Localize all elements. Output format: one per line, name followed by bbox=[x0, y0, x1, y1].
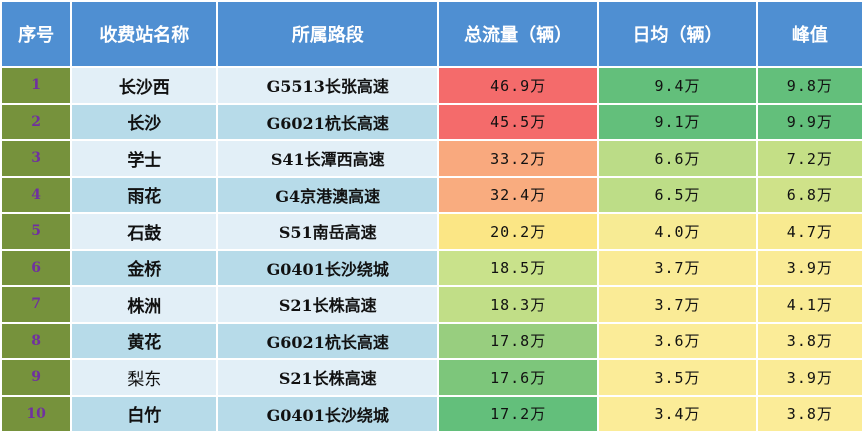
table-row: 8 黄花 G6021杭长高速 17.8万 3.6万 3.8万 bbox=[2, 323, 862, 358]
total-flow: 20.2万 bbox=[438, 214, 598, 249]
road-section: G6021杭长高速 bbox=[218, 323, 437, 358]
table-row: 3 学士 S41长潭西高速 33.2万 6.6万 7.2万 bbox=[2, 141, 862, 176]
peak-value: 7.2万 bbox=[757, 141, 862, 176]
total-flow: 33.2万 bbox=[438, 141, 598, 176]
road-section: S21长株高速 bbox=[218, 360, 437, 395]
daily-average: 3.5万 bbox=[599, 360, 756, 395]
road-section: S51南岳高速 bbox=[218, 214, 437, 249]
peak-value: 3.9万 bbox=[757, 250, 862, 285]
header-row: 序号 收费站名称 所属路段 总流量（辆） 日均（辆） 峰值 bbox=[2, 2, 862, 66]
row-index: 5 bbox=[2, 214, 71, 249]
row-index: 1 bbox=[2, 68, 71, 103]
road-section: S21长株高速 bbox=[218, 287, 437, 322]
total-flow: 18.3万 bbox=[438, 287, 598, 322]
table-body: 1 长沙西 G5513长张高速 46.9万 9.4万 9.8万 2 长沙 G60… bbox=[2, 68, 862, 431]
peak-value: 4.1万 bbox=[757, 287, 862, 322]
peak-value: 4.7万 bbox=[757, 214, 862, 249]
row-index: 6 bbox=[2, 250, 71, 285]
header-road-section: 所属路段 bbox=[218, 2, 437, 66]
daily-average: 3.4万 bbox=[599, 396, 756, 431]
table-row: 2 长沙 G6021杭长高速 45.5万 9.1万 9.9万 bbox=[2, 104, 862, 139]
daily-average: 6.5万 bbox=[599, 177, 756, 212]
header-peak: 峰值 bbox=[757, 2, 862, 66]
peak-value: 3.8万 bbox=[757, 396, 862, 431]
row-index: 3 bbox=[2, 141, 71, 176]
peak-value: 9.8万 bbox=[757, 68, 862, 103]
row-index: 8 bbox=[2, 323, 71, 358]
header-index: 序号 bbox=[2, 2, 71, 66]
peak-value: 3.9万 bbox=[757, 360, 862, 395]
total-flow: 17.2万 bbox=[438, 396, 598, 431]
peak-value: 6.8万 bbox=[757, 177, 862, 212]
total-flow: 32.4万 bbox=[438, 177, 598, 212]
station-name: 长沙西 bbox=[72, 68, 217, 103]
row-index: 4 bbox=[2, 177, 71, 212]
station-name: 白竹 bbox=[72, 396, 217, 431]
daily-average: 9.1万 bbox=[599, 104, 756, 139]
road-section: G5513长张高速 bbox=[218, 68, 437, 103]
row-index: 10 bbox=[2, 396, 71, 431]
table-row: 10 白竹 G0401长沙绕城 17.2万 3.4万 3.8万 bbox=[2, 396, 862, 431]
daily-average: 6.6万 bbox=[599, 141, 756, 176]
road-section: G0401长沙绕城 bbox=[218, 250, 437, 285]
table-row: 7 株洲 S21长株高速 18.3万 3.7万 4.1万 bbox=[2, 287, 862, 322]
table-row: 6 金桥 G0401长沙绕城 18.5万 3.7万 3.9万 bbox=[2, 250, 862, 285]
row-index: 7 bbox=[2, 287, 71, 322]
road-section: G0401长沙绕城 bbox=[218, 396, 437, 431]
header-station-name: 收费站名称 bbox=[72, 2, 217, 66]
row-index: 2 bbox=[2, 104, 71, 139]
station-name: 学士 bbox=[72, 141, 217, 176]
station-name: 雨花 bbox=[72, 177, 217, 212]
table-row: 4 雨花 G4京港澳高速 32.4万 6.5万 6.8万 bbox=[2, 177, 862, 212]
peak-value: 3.8万 bbox=[757, 323, 862, 358]
total-flow: 17.8万 bbox=[438, 323, 598, 358]
station-name: 株洲 bbox=[72, 287, 217, 322]
total-flow: 17.6万 bbox=[438, 360, 598, 395]
header-total-flow: 总流量（辆） bbox=[438, 2, 598, 66]
table-row: 1 长沙西 G5513长张高速 46.9万 9.4万 9.8万 bbox=[2, 68, 862, 103]
daily-average: 4.0万 bbox=[599, 214, 756, 249]
road-section: G6021杭长高速 bbox=[218, 104, 437, 139]
road-section: S41长潭西高速 bbox=[218, 141, 437, 176]
total-flow: 46.9万 bbox=[438, 68, 598, 103]
station-name: 金桥 bbox=[72, 250, 217, 285]
road-section: G4京港澳高速 bbox=[218, 177, 437, 212]
station-name: 石鼓 bbox=[72, 214, 217, 249]
station-name: 梨东 bbox=[72, 360, 217, 395]
daily-average: 3.7万 bbox=[599, 250, 756, 285]
total-flow: 45.5万 bbox=[438, 104, 598, 139]
station-name: 黄花 bbox=[72, 323, 217, 358]
peak-value: 9.9万 bbox=[757, 104, 862, 139]
station-name: 长沙 bbox=[72, 104, 217, 139]
daily-average: 3.7万 bbox=[599, 287, 756, 322]
total-flow: 18.5万 bbox=[438, 250, 598, 285]
header-daily-average: 日均（辆） bbox=[599, 2, 756, 66]
table-row: 5 石鼓 S51南岳高速 20.2万 4.0万 4.7万 bbox=[2, 214, 862, 249]
table-row: 9 梨东 S21长株高速 17.6万 3.5万 3.9万 bbox=[2, 360, 862, 395]
daily-average: 9.4万 bbox=[599, 68, 756, 103]
row-index: 9 bbox=[2, 360, 71, 395]
daily-average: 3.6万 bbox=[599, 323, 756, 358]
